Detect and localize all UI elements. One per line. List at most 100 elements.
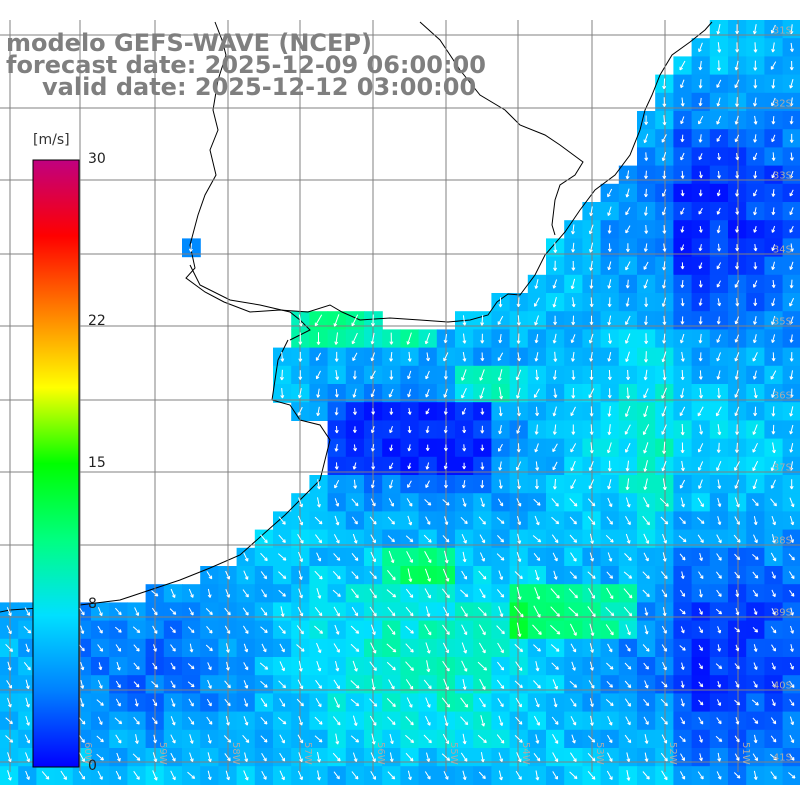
wind-arrow — [642, 644, 650, 652]
wind-arrow — [715, 608, 723, 615]
river-plate — [189, 264, 311, 341]
wind-arrow — [424, 568, 431, 582]
wind-arrow — [242, 607, 249, 616]
wind-arrow — [534, 697, 540, 708]
wind-arrow — [698, 171, 703, 179]
wind-arrow — [716, 97, 721, 107]
wind-arrow — [514, 571, 523, 580]
wind-arrow — [789, 734, 795, 744]
longitude-label: 52W — [667, 742, 678, 765]
wind-arrow — [589, 552, 594, 562]
wind-arrow — [243, 643, 249, 653]
wind-arrow — [6, 680, 13, 689]
wind-arrow — [169, 608, 177, 615]
wind-arrow — [387, 516, 395, 525]
wind-arrow — [680, 280, 685, 288]
wind-arrow — [478, 570, 487, 580]
wind-arrow — [771, 662, 776, 670]
wind-arrow — [661, 387, 667, 399]
wind-arrow — [461, 369, 467, 381]
wind-arrow — [662, 189, 667, 197]
wind-arrow — [552, 370, 557, 380]
wind-arrow — [717, 479, 722, 490]
wind-arrow — [424, 332, 431, 345]
wind-arrow — [659, 497, 669, 507]
wind-arrow — [789, 334, 794, 343]
wind-arrow — [734, 516, 740, 525]
wind-arrow — [734, 352, 740, 362]
wind-arrow — [550, 644, 560, 652]
wind-arrow — [607, 279, 612, 289]
wind-arrow — [296, 698, 304, 707]
wind-arrow — [717, 153, 721, 161]
wind-arrow — [661, 589, 668, 598]
wind-arrow — [734, 316, 740, 325]
wind-arrow — [496, 589, 505, 598]
wind-arrow — [553, 260, 558, 271]
wind-arrow — [789, 79, 794, 89]
wind-arrow — [277, 717, 287, 725]
wind-arrow — [625, 297, 630, 307]
wind-arrow — [753, 226, 757, 233]
wind-arrow — [261, 770, 267, 780]
wind-arrow — [644, 607, 649, 616]
wind-arrow — [314, 625, 324, 634]
wind-arrow — [789, 42, 794, 52]
wind-arrow — [170, 680, 176, 689]
wind-arrow — [151, 590, 159, 597]
wind-arrow — [753, 770, 758, 781]
wind-arrow — [717, 644, 722, 652]
wind-arrow — [752, 442, 758, 453]
wind-arrow — [698, 717, 704, 725]
wind-arrow — [734, 388, 740, 398]
wind-arrow — [570, 479, 577, 490]
longitude-label: 55W — [448, 742, 459, 765]
wind-arrow — [752, 352, 758, 362]
wind-arrow — [735, 153, 740, 161]
wind-arrow — [735, 24, 740, 35]
wind-arrow — [279, 770, 285, 781]
wind-arrow — [461, 570, 468, 580]
wind-arrow — [662, 279, 666, 289]
wind-arrow — [480, 408, 485, 415]
wind-arrow — [734, 461, 740, 471]
wind-arrow — [660, 516, 669, 525]
wind-arrow — [771, 207, 776, 216]
wind-arrow — [625, 188, 630, 198]
wind-arrow — [661, 625, 667, 634]
wind-arrow — [716, 134, 722, 142]
wind-arrow — [497, 369, 503, 381]
wind-arrow — [571, 297, 576, 308]
wind-arrow — [644, 333, 649, 345]
latitude-label: 33S — [773, 171, 792, 182]
wind-arrow — [498, 479, 503, 489]
wind-arrow — [679, 60, 686, 71]
wind-arrow — [643, 533, 650, 544]
wind-arrow — [643, 388, 649, 399]
wind-arrow — [134, 734, 139, 744]
wind-arrow — [298, 314, 303, 327]
wind-arrow — [789, 442, 794, 453]
wind-arrow — [334, 351, 339, 362]
wind-arrow — [297, 515, 304, 526]
wind-arrow — [242, 589, 249, 598]
wind-arrow — [425, 444, 430, 452]
wind-arrow — [571, 424, 576, 435]
wind-arrow — [115, 680, 121, 689]
wind-arrow — [152, 625, 158, 634]
wind-arrow — [498, 752, 504, 763]
wind-arrow — [535, 461, 540, 471]
wind-arrow — [590, 715, 594, 726]
wind-arrow — [188, 716, 195, 725]
wind-arrow — [170, 626, 176, 634]
wind-arrow — [405, 734, 415, 744]
wind-arrow — [97, 644, 104, 652]
wind-arrow — [733, 534, 741, 543]
wind-arrow — [243, 680, 249, 689]
wind-arrow — [298, 351, 303, 362]
wind-arrow — [533, 605, 541, 618]
wind-arrow — [789, 515, 795, 526]
wind-arrow — [333, 606, 340, 617]
wind-arrow — [516, 425, 521, 434]
wind-arrow — [133, 716, 140, 725]
